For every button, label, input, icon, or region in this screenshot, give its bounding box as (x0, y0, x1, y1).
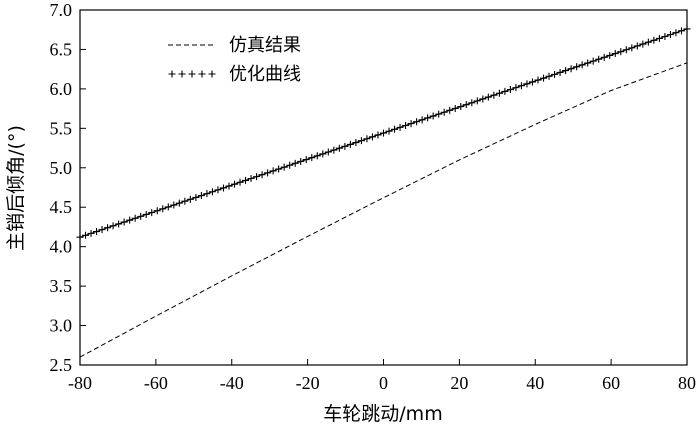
series-2 (76, 25, 691, 241)
series-plus-markers (76, 25, 691, 241)
series-line-dashed (79, 62, 688, 358)
x-tick-label: -20 (296, 373, 320, 393)
y-tick-label: 4.0 (50, 237, 73, 257)
y-axis-label: 主销后倾角/(°) (5, 125, 27, 251)
y-tick-label: 5.0 (50, 158, 73, 178)
y-axis-ticks: 2.5 3.0 3.5 4.0 4.5 5.0 5.5 6.0 6.5 7.0 (50, 0, 86, 375)
x-tick-label: 60 (602, 373, 620, 393)
series-layer (76, 25, 691, 358)
legend-label: 仿真结果 (229, 35, 301, 56)
x-tick-label: 80 (678, 373, 696, 393)
y-tick-label: 6.0 (50, 79, 73, 99)
legend-label: 优化曲线 (229, 64, 301, 85)
y-tick-label: 7.0 (50, 0, 73, 20)
legend-swatch-plus (168, 70, 216, 78)
x-axis-ticks: -80 -60 -40 -20 0 20 40 60 80 (68, 359, 696, 393)
x-tick-label: 40 (526, 373, 544, 393)
y-tick-label: 2.5 (50, 355, 73, 375)
plot-frame (79, 9, 688, 366)
x-tick-label: 20 (450, 373, 468, 393)
y-tick-label: 3.0 (50, 316, 73, 336)
x-tick-label: -80 (68, 373, 92, 393)
x-tick-label: -60 (144, 373, 168, 393)
series-1 (79, 62, 688, 358)
x-axis-label: 车轮跳动/mm (323, 403, 442, 425)
y-tick-label: 5.5 (50, 118, 73, 138)
x-tick-label: -40 (220, 373, 244, 393)
y-tick-label: 4.5 (50, 197, 73, 217)
x-tick-label: 0 (379, 373, 388, 393)
y-tick-label: 6.5 (50, 39, 73, 59)
y-tick-label: 3.5 (50, 276, 73, 296)
